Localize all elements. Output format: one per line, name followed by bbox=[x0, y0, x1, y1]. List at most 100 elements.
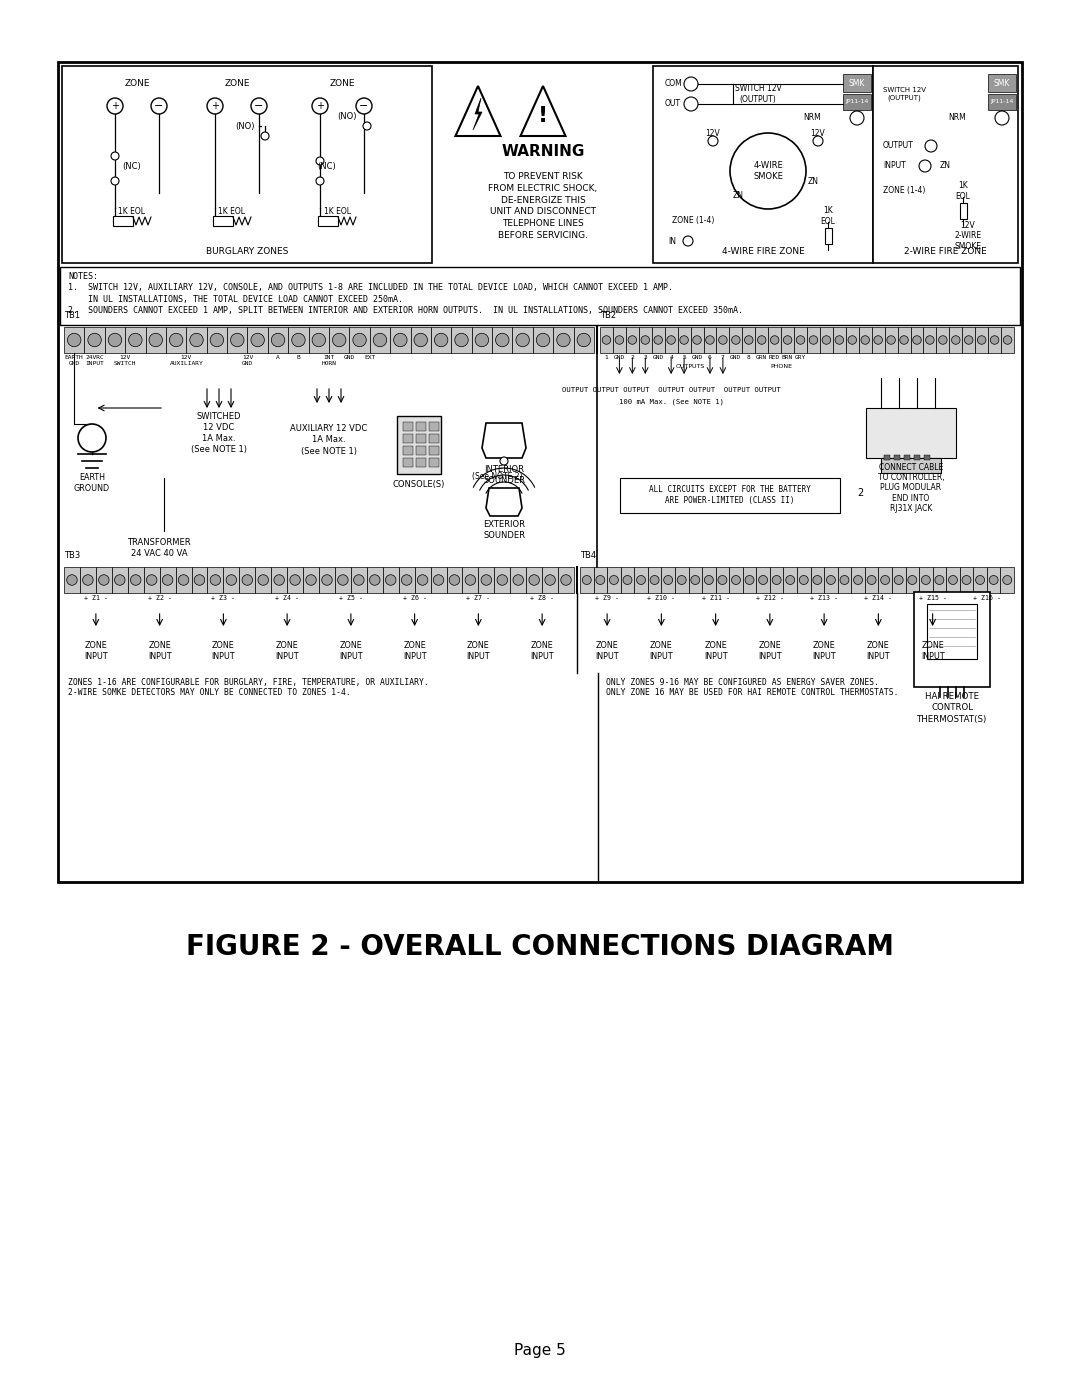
Circle shape bbox=[684, 96, 698, 110]
Bar bbox=[1000, 567, 1014, 592]
Text: ZONE
INPUT: ZONE INPUT bbox=[212, 641, 235, 661]
Bar bbox=[607, 567, 621, 592]
Text: HAI REMOTE
CONTROL
THERMOSTAT(S): HAI REMOTE CONTROL THERMOSTAT(S) bbox=[917, 693, 987, 724]
Bar bbox=[526, 567, 542, 592]
Text: 5: 5 bbox=[683, 355, 686, 360]
Bar bbox=[873, 66, 1018, 263]
Text: RED: RED bbox=[769, 355, 780, 360]
Text: 4-WIRE FIRE ZONE: 4-WIRE FIRE ZONE bbox=[721, 246, 805, 256]
Circle shape bbox=[414, 334, 428, 346]
Circle shape bbox=[603, 335, 610, 344]
Bar bbox=[492, 327, 513, 353]
Circle shape bbox=[374, 334, 387, 346]
Circle shape bbox=[108, 334, 122, 346]
Bar bbox=[429, 422, 438, 432]
Bar bbox=[960, 567, 973, 592]
Text: SMK: SMK bbox=[849, 78, 865, 88]
Bar bbox=[885, 455, 890, 460]
Text: ZONE
INPUT: ZONE INPUT bbox=[530, 641, 554, 661]
Text: + Z10 -: + Z10 - bbox=[647, 595, 675, 601]
Text: + Z3 -: + Z3 - bbox=[212, 595, 235, 601]
Text: + Z5 -: + Z5 - bbox=[339, 595, 363, 601]
Bar bbox=[125, 327, 146, 353]
Text: CONSOLE(S): CONSOLE(S) bbox=[393, 479, 445, 489]
Text: NRM: NRM bbox=[804, 113, 821, 123]
Text: ZN: ZN bbox=[940, 162, 950, 170]
Bar bbox=[885, 327, 897, 353]
Bar bbox=[797, 567, 811, 592]
Text: COM: COM bbox=[665, 80, 683, 88]
Circle shape bbox=[402, 574, 411, 585]
Bar bbox=[743, 567, 756, 592]
Circle shape bbox=[962, 576, 971, 584]
Text: OUTPUTS: OUTPUTS bbox=[676, 365, 705, 369]
Bar bbox=[416, 422, 426, 432]
Bar bbox=[113, 217, 133, 226]
Circle shape bbox=[629, 335, 636, 344]
Bar bbox=[64, 567, 80, 592]
Bar bbox=[329, 327, 350, 353]
Circle shape bbox=[513, 574, 524, 585]
Bar bbox=[462, 567, 478, 592]
Text: BRN: BRN bbox=[782, 355, 793, 360]
Circle shape bbox=[692, 335, 701, 344]
Circle shape bbox=[556, 334, 570, 346]
Circle shape bbox=[312, 98, 328, 115]
Text: + Z6 -: + Z6 - bbox=[403, 595, 427, 601]
Circle shape bbox=[783, 335, 792, 344]
Text: (NO): (NO) bbox=[235, 122, 255, 130]
Bar bbox=[403, 434, 413, 443]
Text: + Z14 -: + Z14 - bbox=[864, 595, 892, 601]
Bar bbox=[429, 434, 438, 443]
Circle shape bbox=[951, 335, 960, 344]
Circle shape bbox=[363, 122, 372, 130]
Bar bbox=[988, 94, 1016, 110]
Bar bbox=[648, 567, 661, 592]
Circle shape bbox=[274, 574, 284, 585]
Circle shape bbox=[758, 576, 768, 584]
Bar bbox=[626, 327, 638, 353]
Text: TO PREVENT RISK
FROM ELECTRIC SHOCK,
DE-ENERGIZE THIS
UNIT AND DISCONNECT
TELEPH: TO PREVENT RISK FROM ELECTRIC SHOCK, DE-… bbox=[488, 172, 597, 240]
Text: 12V
2-WIRE
SMOKE: 12V 2-WIRE SMOKE bbox=[955, 221, 982, 251]
Text: IN: IN bbox=[669, 236, 676, 246]
Bar bbox=[866, 408, 956, 458]
Circle shape bbox=[867, 576, 876, 584]
Text: GND: GND bbox=[730, 355, 742, 360]
Text: EXTERIOR
SOUNDER: EXTERIOR SOUNDER bbox=[483, 520, 525, 539]
Text: (See NOTE 2): (See NOTE 2) bbox=[472, 472, 523, 481]
Text: GND: GND bbox=[613, 355, 625, 360]
Bar bbox=[824, 567, 838, 592]
Bar bbox=[946, 567, 960, 592]
Text: 12V
SWITCH: 12V SWITCH bbox=[113, 355, 136, 366]
Bar bbox=[914, 592, 990, 687]
Text: 3: 3 bbox=[644, 355, 647, 360]
Bar bbox=[794, 327, 807, 353]
Bar bbox=[878, 567, 892, 592]
Circle shape bbox=[809, 335, 818, 344]
Circle shape bbox=[251, 98, 267, 115]
Text: + Z16 -: + Z16 - bbox=[973, 595, 1001, 601]
Text: ZONE
INPUT: ZONE INPUT bbox=[148, 641, 172, 661]
Circle shape bbox=[850, 110, 864, 124]
Bar bbox=[949, 327, 962, 353]
Circle shape bbox=[935, 576, 944, 584]
Bar bbox=[613, 327, 626, 353]
Circle shape bbox=[894, 576, 903, 584]
Circle shape bbox=[853, 576, 863, 584]
Bar bbox=[927, 604, 977, 659]
Circle shape bbox=[207, 98, 222, 115]
Text: ZONE
INPUT: ZONE INPUT bbox=[921, 641, 944, 661]
Circle shape bbox=[67, 574, 78, 585]
Text: ZONE
INPUT: ZONE INPUT bbox=[467, 641, 490, 661]
Bar bbox=[112, 567, 127, 592]
Bar bbox=[127, 567, 144, 592]
Bar bbox=[651, 327, 664, 353]
Bar bbox=[416, 458, 426, 467]
Bar bbox=[1001, 327, 1014, 353]
Bar bbox=[553, 327, 573, 353]
Text: (NC): (NC) bbox=[318, 162, 336, 170]
Bar bbox=[973, 567, 987, 592]
Circle shape bbox=[258, 574, 269, 585]
Text: (NC): (NC) bbox=[123, 162, 141, 170]
Bar bbox=[811, 567, 824, 592]
